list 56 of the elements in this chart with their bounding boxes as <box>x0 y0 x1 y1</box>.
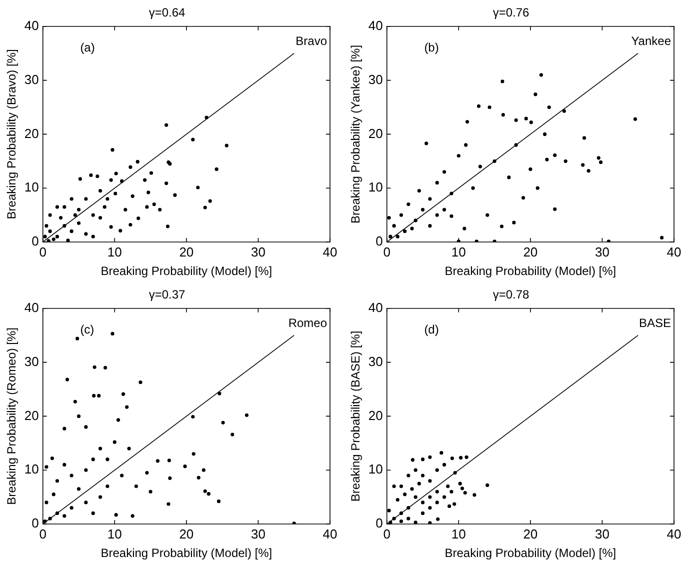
x-axis-title: Breaking Probability (Model) [%] <box>100 264 272 278</box>
annotation: Bravo <box>296 34 328 48</box>
x-tick-label: 40 <box>666 526 682 542</box>
y-axis-title: Breaking Probability (Yankee) [%] <box>348 44 363 224</box>
x-axis-title: Breaking Probability (Model) [%] <box>444 546 616 560</box>
x-tick-label: 40 <box>322 244 338 260</box>
y-tick-label: 30 <box>24 354 39 369</box>
y-axis-title: Breaking Probability (BASE) [%] <box>348 330 363 502</box>
x-tick-label: 40 <box>322 526 338 542</box>
x-axis-title: Breaking Probability (Model) [%] <box>100 546 272 560</box>
y-tick-label: 30 <box>368 72 383 87</box>
chart-title: γ=0.37 <box>148 288 186 302</box>
annotation: (b) <box>424 40 439 54</box>
y-tick-label: 0 <box>32 234 39 249</box>
y-tick-label: 30 <box>24 72 39 87</box>
y-tick-label: 40 <box>368 300 383 315</box>
annotation: (c) <box>80 322 94 336</box>
x-tick-label: 10 <box>107 244 122 260</box>
y-tick-label: 40 <box>368 18 383 33</box>
y-tick-label: 0 <box>376 516 383 531</box>
annotation: (d) <box>424 322 439 336</box>
x-tick-label: 20 <box>179 244 194 260</box>
y-tick-label: 10 <box>368 462 383 477</box>
annotation: (a) <box>80 40 95 54</box>
x-tick-label: 10 <box>451 526 466 542</box>
chart-title: γ=0.64 <box>148 6 186 20</box>
x-tick-label: 10 <box>107 526 122 542</box>
x-tick-label: 30 <box>594 526 610 542</box>
x-tick-label: 30 <box>250 526 266 542</box>
y-tick-label: 30 <box>368 354 383 369</box>
annotation: BASE <box>638 316 671 330</box>
x-tick-label: 10 <box>451 244 466 260</box>
annotation: Yankee <box>631 34 672 48</box>
annotation: Romeo <box>288 316 328 330</box>
x-tick-label: 40 <box>666 244 682 260</box>
x-tick-label: 20 <box>179 526 194 542</box>
y-tick-label: 40 <box>24 18 39 33</box>
x-tick-label: 30 <box>250 244 266 260</box>
x-tick-label: 30 <box>594 244 610 260</box>
chart-title: γ=0.78 <box>492 288 530 302</box>
y-tick-label: 10 <box>368 180 383 195</box>
y-axis-title: Breaking Probability (Bravo) [%] <box>4 49 19 220</box>
y-tick-label: 20 <box>24 126 39 141</box>
y-tick-label: 20 <box>368 408 383 423</box>
y-axis-title: Breaking Probability (Romeo) [%] <box>4 327 19 505</box>
x-tick-label: 20 <box>523 526 538 542</box>
y-tick-label: 0 <box>376 234 383 249</box>
chart-title: γ=0.76 <box>492 6 530 20</box>
y-tick-label: 10 <box>24 180 39 195</box>
x-tick-label: 20 <box>523 244 538 260</box>
y-tick-label: 10 <box>24 462 39 477</box>
y-tick-label: 40 <box>24 300 39 315</box>
x-axis-title: Breaking Probability (Model) [%] <box>444 264 616 278</box>
y-tick-label: 20 <box>368 126 383 141</box>
y-tick-label: 0 <box>32 516 39 531</box>
y-tick-label: 20 <box>24 408 39 423</box>
